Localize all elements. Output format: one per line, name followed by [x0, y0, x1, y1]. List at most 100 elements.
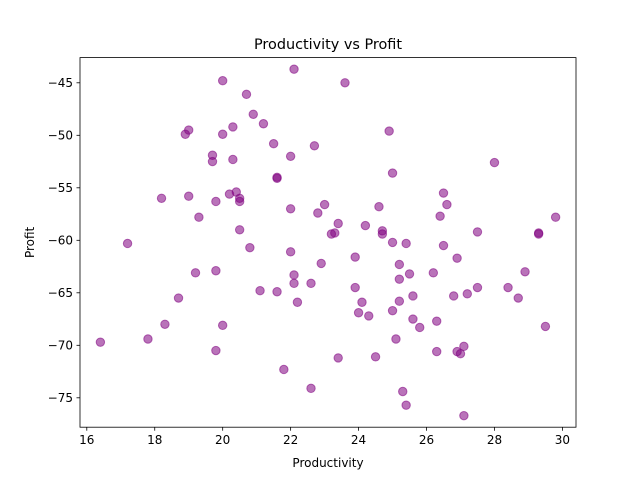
data-point — [533, 229, 544, 239]
data-point — [377, 229, 388, 239]
data-point — [194, 212, 204, 222]
data-point — [289, 64, 299, 74]
data-point — [438, 240, 449, 251]
data-point — [350, 282, 360, 293]
data-point — [143, 334, 153, 344]
y-tick-label: −60 — [48, 234, 73, 248]
axes-layer: 16 18 20 22 24 26 28 30 −75 −70 −65 −60 −55 −50 −45 — [48, 57, 577, 447]
data-point — [442, 199, 452, 210]
data-point — [438, 188, 449, 198]
y-tick-label: −75 — [48, 391, 73, 405]
data-point — [408, 314, 418, 324]
data-point — [228, 154, 238, 165]
x-tick-label: 18 — [147, 433, 162, 447]
data-point — [489, 157, 500, 168]
data-point — [316, 258, 326, 269]
plot-frame — [79, 57, 577, 428]
data-point — [241, 89, 252, 100]
data-point — [459, 410, 469, 421]
data-point — [313, 208, 323, 218]
chart-title: Productivity vs Profit — [254, 37, 402, 53]
data-point — [217, 129, 228, 139]
data-point — [207, 150, 218, 160]
x-tick-label: 28 — [487, 433, 502, 447]
data-point — [384, 126, 394, 136]
data-point — [459, 341, 469, 352]
data-point — [428, 268, 439, 278]
data-point — [340, 78, 350, 88]
data-point — [228, 122, 238, 132]
data-point — [550, 212, 561, 222]
x-tick-label: 22 — [283, 433, 298, 447]
data-point — [452, 253, 462, 263]
data-point — [360, 220, 371, 231]
data-point — [258, 119, 269, 129]
data-point — [435, 211, 445, 221]
data-point — [217, 320, 228, 331]
data-point — [449, 291, 459, 301]
points-layer — [95, 64, 561, 421]
data-point — [330, 228, 340, 238]
data-point — [272, 287, 282, 297]
data-point — [503, 282, 513, 293]
data-point — [184, 191, 194, 201]
data-point — [292, 297, 303, 307]
data-point — [370, 352, 381, 362]
data-point — [394, 296, 405, 306]
data-point — [462, 289, 472, 299]
data-point — [472, 227, 483, 237]
y-tick-label: −70 — [48, 339, 73, 353]
data-point — [184, 125, 194, 135]
x-axis-label: Productivity — [292, 456, 363, 470]
x-tick-label: 24 — [351, 433, 366, 447]
data-point — [394, 274, 405, 284]
data-point — [408, 291, 418, 301]
data-point — [333, 218, 343, 229]
data-point — [333, 353, 343, 363]
y-axis-label: Profit — [23, 226, 37, 258]
data-point — [234, 193, 245, 204]
y-tick-label: −45 — [48, 76, 73, 90]
data-point — [432, 316, 442, 326]
data-point — [374, 202, 384, 212]
y-tick-label: −55 — [48, 181, 73, 195]
data-point — [285, 151, 296, 162]
data-point — [211, 345, 221, 356]
data-point — [387, 168, 398, 178]
data-point — [540, 321, 551, 332]
data-point — [272, 173, 282, 184]
x-tick-label: 30 — [555, 433, 570, 447]
data-point — [309, 141, 320, 151]
data-point — [245, 242, 255, 253]
data-point — [401, 400, 411, 410]
data-point — [391, 334, 401, 344]
data-point — [279, 364, 289, 375]
data-point — [404, 269, 415, 279]
data-point — [289, 270, 299, 280]
x-tick-label: 20 — [215, 433, 230, 447]
data-point — [289, 278, 299, 289]
data-point — [306, 383, 316, 394]
data-point — [190, 268, 201, 278]
data-point — [268, 139, 279, 149]
plot-area — [80, 57, 576, 428]
data-point — [248, 109, 258, 120]
data-point — [415, 322, 425, 333]
data-point — [357, 297, 367, 307]
y-tick-label: −50 — [48, 129, 73, 143]
data-point — [319, 199, 330, 210]
data-point — [513, 293, 523, 303]
data-point — [520, 267, 530, 277]
data-point — [285, 204, 296, 214]
data-point — [364, 311, 374, 321]
data-point — [472, 282, 483, 293]
data-point — [387, 237, 398, 248]
data-point — [211, 196, 221, 207]
data-point — [160, 319, 170, 329]
data-point — [122, 238, 133, 249]
data-point — [432, 346, 442, 357]
data-point — [394, 259, 405, 270]
x-tick-label: 26 — [419, 433, 434, 447]
